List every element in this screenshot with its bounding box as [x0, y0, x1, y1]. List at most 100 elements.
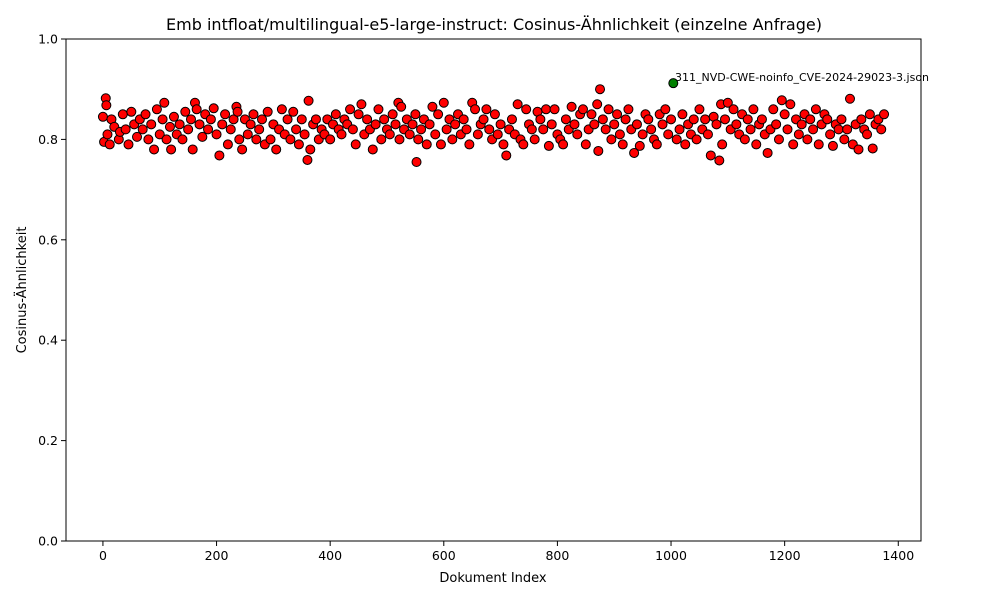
data-point: [593, 145, 604, 156]
data-point: [629, 147, 640, 158]
data-point: [705, 150, 716, 161]
data-point: [282, 114, 293, 125]
data-point: [370, 119, 381, 130]
data-point: [535, 114, 546, 125]
data-point: [782, 124, 793, 135]
data-point: [802, 134, 813, 145]
data-point: [771, 119, 782, 130]
data-point: [549, 104, 560, 115]
data-point: [220, 109, 231, 120]
data-point: [489, 109, 500, 120]
data-point: [498, 139, 509, 150]
data-point: [492, 129, 503, 140]
data-point: [232, 106, 243, 117]
data-point: [353, 109, 364, 120]
data-point: [390, 119, 401, 130]
data-point: [810, 104, 821, 115]
data-point: [174, 119, 185, 130]
data-point: [470, 104, 481, 115]
data-point: [191, 104, 202, 115]
data-point: [157, 114, 168, 125]
data-point: [404, 129, 415, 140]
data-point: [773, 134, 784, 145]
data-point: [674, 124, 685, 135]
data-point: [413, 134, 424, 145]
data-point: [521, 104, 532, 115]
data-point: [180, 106, 191, 117]
data-point: [293, 139, 304, 150]
plot-frame: [65, 38, 922, 542]
data-point: [660, 104, 671, 115]
data-point: [161, 134, 172, 145]
data-point: [285, 134, 296, 145]
data-point: [137, 124, 148, 135]
data-point: [441, 124, 452, 135]
data-point: [123, 139, 134, 150]
data-point: [566, 101, 577, 112]
data-point: [606, 134, 617, 145]
data-point: [373, 104, 384, 115]
x-tick-label: 1000: [655, 548, 687, 563]
x-tick-label: 0: [99, 548, 107, 563]
y-tick-label: 1.0: [38, 32, 58, 47]
data-point: [745, 124, 756, 135]
data-point: [481, 104, 492, 115]
data-point: [288, 106, 299, 117]
data-point: [822, 114, 833, 125]
data-point: [464, 139, 475, 150]
data-point: [387, 109, 398, 120]
data-point: [569, 119, 580, 130]
data-point: [793, 129, 804, 140]
data-point: [796, 119, 807, 130]
data-point: [833, 124, 844, 135]
data-point: [663, 129, 674, 140]
data-point: [478, 114, 489, 125]
data-point: [132, 131, 143, 142]
data-point: [205, 114, 216, 125]
data-point: [748, 104, 759, 115]
data-point: [407, 119, 418, 130]
data-point: [350, 139, 361, 150]
data-point: [526, 124, 537, 135]
data-point: [731, 119, 742, 130]
data-point: [879, 109, 890, 120]
data-point: [427, 101, 438, 112]
data-point: [657, 119, 668, 130]
data-point: [827, 140, 838, 151]
y-axis-label: Cosinus-Ähnlichkeit: [14, 227, 30, 354]
data-point: [623, 104, 634, 115]
data-point: [756, 114, 767, 125]
data-point: [700, 114, 711, 125]
data-point: [617, 139, 628, 150]
data-point: [501, 150, 512, 161]
axis-ticks: 0 200 400 600 800 1000 1200 1400 0.0 0.2 0.4 0.6 0.8…: [38, 32, 914, 564]
data-point: [450, 119, 461, 130]
data-point: [356, 99, 367, 110]
data-point: [720, 114, 730, 125]
data-point: [222, 139, 233, 150]
data-point: [609, 119, 620, 130]
data-point: [187, 144, 198, 155]
data-point: [214, 150, 225, 161]
data-point: [379, 114, 390, 125]
data-point: [844, 93, 855, 104]
data-point: [742, 114, 753, 125]
data-point: [154, 129, 165, 140]
data-point: [303, 95, 314, 106]
data-point: [120, 124, 131, 135]
data-point: [302, 154, 313, 165]
data-point: [394, 134, 405, 145]
data-point: [612, 109, 623, 120]
data-point: [484, 124, 495, 135]
data-point: [234, 134, 245, 145]
data-point: [600, 124, 611, 135]
data-point: [117, 109, 128, 120]
data-point: [166, 144, 177, 155]
data-point: [788, 139, 799, 150]
data-point: [421, 139, 432, 150]
y-tick-label: 0.2: [38, 433, 58, 448]
y-tick-label: 0.4: [38, 333, 58, 348]
data-point: [637, 129, 648, 140]
data-point: [362, 114, 373, 125]
data-point: [299, 129, 310, 140]
